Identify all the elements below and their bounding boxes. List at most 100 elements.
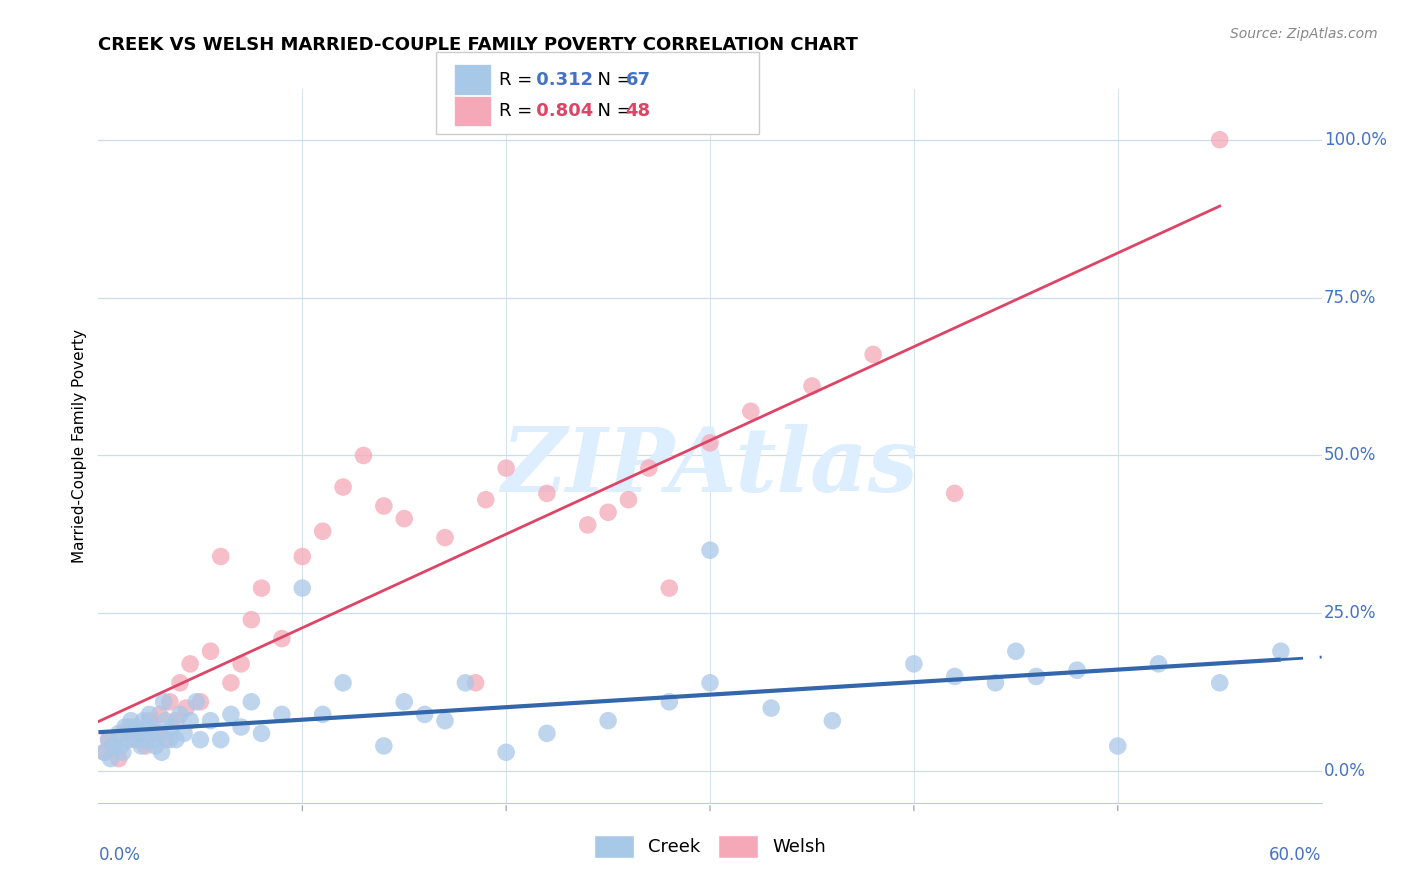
Point (740, 404, 762, 418)
Point (127, 732, 149, 747)
Point (231, 720, 253, 734)
Text: N =: N = (586, 70, 633, 88)
Point (312, 524, 335, 539)
Point (142, 732, 165, 747)
Point (270, 707, 294, 722)
Point (801, 379, 824, 393)
Point (596, 714, 619, 728)
Point (159, 732, 181, 747)
Point (373, 499, 395, 513)
Point (219, 707, 242, 722)
Point (120, 714, 142, 728)
Point (250, 581, 273, 595)
Point (136, 720, 159, 734)
Point (200, 714, 222, 728)
Point (188, 695, 212, 709)
Point (1208, 675, 1232, 690)
Point (1270, 644, 1292, 658)
Point (145, 739, 167, 753)
Point (270, 632, 294, 646)
Point (392, 695, 416, 709)
Point (128, 726, 150, 740)
Point (291, 549, 314, 564)
Point (943, 486, 966, 500)
Point (209, 549, 232, 564)
Text: N =: N = (586, 102, 633, 120)
Point (658, 695, 681, 709)
Point (617, 492, 640, 507)
Point (699, 543, 721, 558)
Point (464, 675, 486, 690)
Text: R =: R = (499, 70, 533, 88)
Point (118, 720, 141, 734)
Text: 0.312: 0.312 (530, 70, 593, 88)
Point (149, 726, 172, 740)
Point (495, 461, 517, 475)
Point (108, 751, 131, 765)
Point (984, 675, 1007, 690)
Point (1147, 657, 1170, 671)
Point (141, 720, 163, 734)
Point (174, 701, 197, 715)
Text: 0.0%: 0.0% (98, 846, 141, 863)
Point (433, 531, 456, 545)
Legend: Creek, Welsh: Creek, Welsh (586, 828, 834, 865)
Point (179, 657, 201, 671)
Point (138, 714, 160, 728)
Point (101, 739, 124, 753)
Point (110, 739, 132, 753)
Text: 100.0%: 100.0% (1324, 131, 1388, 149)
Point (134, 732, 156, 747)
Point (1025, 669, 1047, 683)
Point (169, 707, 191, 722)
Point (1208, 133, 1232, 147)
Point (111, 726, 134, 740)
Point (637, 461, 661, 475)
Point (97, 732, 120, 747)
Text: 48: 48 (626, 102, 651, 120)
Point (132, 714, 155, 728)
Point (392, 511, 416, 525)
Point (332, 480, 354, 494)
Point (97, 732, 120, 747)
Point (536, 726, 558, 740)
Point (1107, 739, 1129, 753)
Point (413, 707, 436, 722)
Point (250, 726, 273, 740)
Point (155, 732, 177, 747)
Point (124, 732, 146, 747)
Point (118, 732, 141, 747)
Text: 25.0%: 25.0% (1324, 605, 1376, 623)
Point (536, 486, 558, 500)
Point (169, 675, 191, 690)
Point (433, 714, 456, 728)
Point (474, 492, 498, 507)
Text: 50.0%: 50.0% (1324, 447, 1376, 465)
Text: CREEK VS WELSH MARRIED-COUPLE FAMILY POVERTY CORRELATION CHART: CREEK VS WELSH MARRIED-COUPLE FAMILY POV… (98, 36, 858, 54)
Point (114, 720, 136, 734)
Point (1004, 644, 1026, 658)
Point (165, 714, 187, 728)
Point (759, 701, 782, 715)
Y-axis label: Married-Couple Family Poverty: Married-Couple Family Poverty (72, 329, 87, 563)
Point (576, 517, 599, 532)
Text: 75.0%: 75.0% (1324, 289, 1376, 307)
Point (100, 751, 122, 765)
Text: 0.0%: 0.0% (1324, 763, 1367, 780)
Text: Source: ZipAtlas.com: Source: ZipAtlas.com (1230, 27, 1378, 41)
Point (160, 720, 183, 734)
Point (231, 657, 253, 671)
Point (111, 745, 134, 759)
Point (240, 695, 263, 709)
Point (219, 675, 242, 690)
Point (291, 581, 314, 595)
Point (152, 695, 174, 709)
Point (454, 675, 477, 690)
Point (124, 720, 146, 734)
Point (128, 726, 150, 740)
Point (699, 435, 721, 450)
Point (943, 669, 966, 683)
Point (155, 714, 177, 728)
Text: 60.0%: 60.0% (1270, 846, 1322, 863)
Point (138, 707, 160, 722)
